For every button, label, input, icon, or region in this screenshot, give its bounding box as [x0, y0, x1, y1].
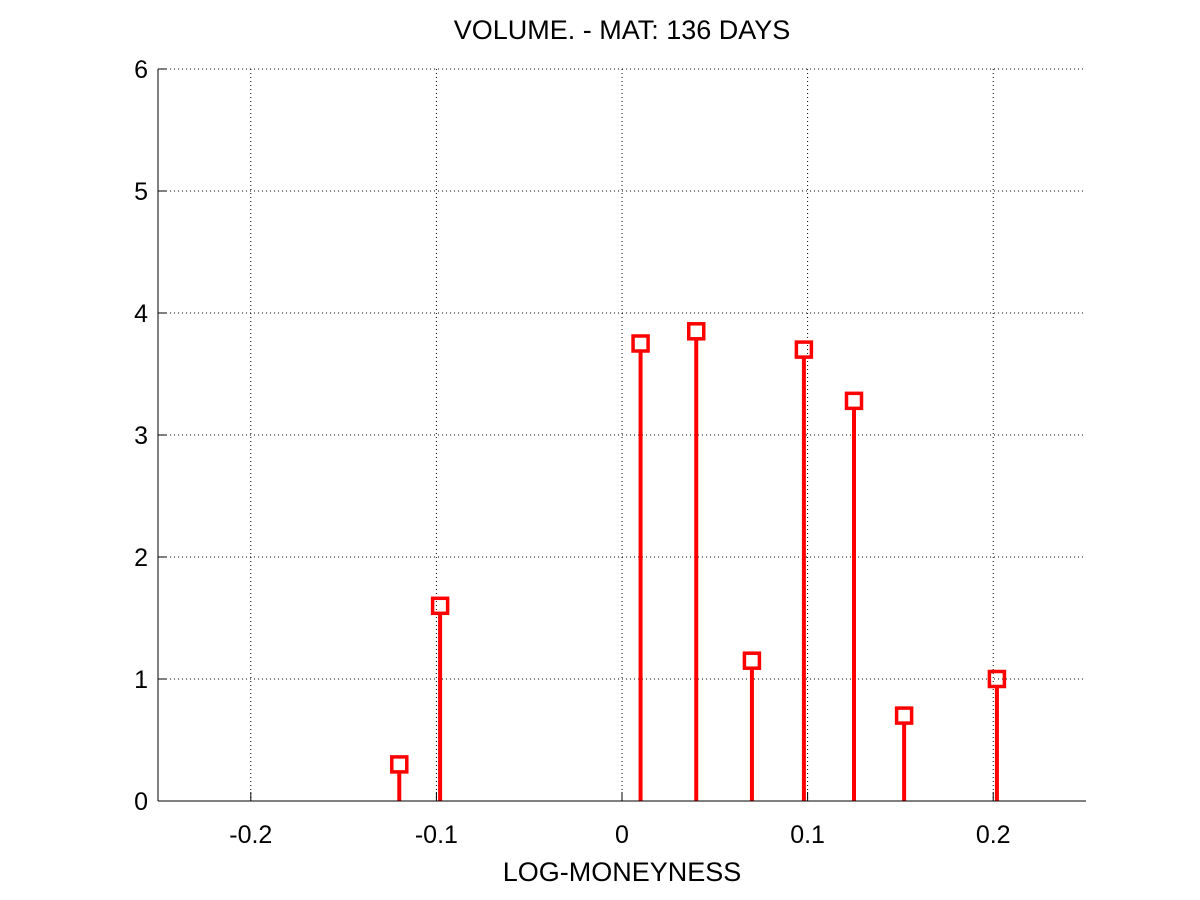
stem-marker-square	[686, 322, 706, 341]
tick-labels: -0.2 -0.1 0 0.1 0.2 0 1 2 3 4 5 6	[134, 56, 1010, 849]
y-tick-label: 6	[134, 56, 148, 84]
y-tick-label: 0	[134, 788, 148, 816]
stem-marker-square	[844, 391, 864, 411]
stem-marker-square	[631, 334, 650, 353]
x-tick-label: 0.1	[790, 821, 825, 849]
x-tick-label: -0.1	[415, 821, 458, 849]
stem-marker-square	[894, 706, 914, 725]
x-tick-label: -0.2	[229, 821, 272, 849]
chart-title: VOLUME. - MAT: 136 DAYS	[454, 15, 791, 45]
y-tick-label: 4	[134, 300, 148, 328]
axes	[157, 68, 1086, 802]
stem-marker-square	[794, 340, 814, 359]
stem-marker-square	[742, 651, 762, 670]
x-tick-label: 0.2	[976, 821, 1011, 849]
stem-marker-square	[390, 755, 409, 774]
y-tick-label: 2	[134, 544, 148, 572]
stem-marker-square	[987, 669, 1007, 689]
data-stems	[390, 322, 1007, 801]
stem-marker-square	[430, 596, 450, 616]
x-axis-label: LOG-MONEYNESS	[503, 857, 742, 887]
y-tick-label: 5	[134, 178, 148, 206]
y-tick-label: 1	[134, 666, 148, 694]
y-tick-label: 3	[134, 422, 148, 450]
x-tick-label: 0	[615, 821, 629, 849]
